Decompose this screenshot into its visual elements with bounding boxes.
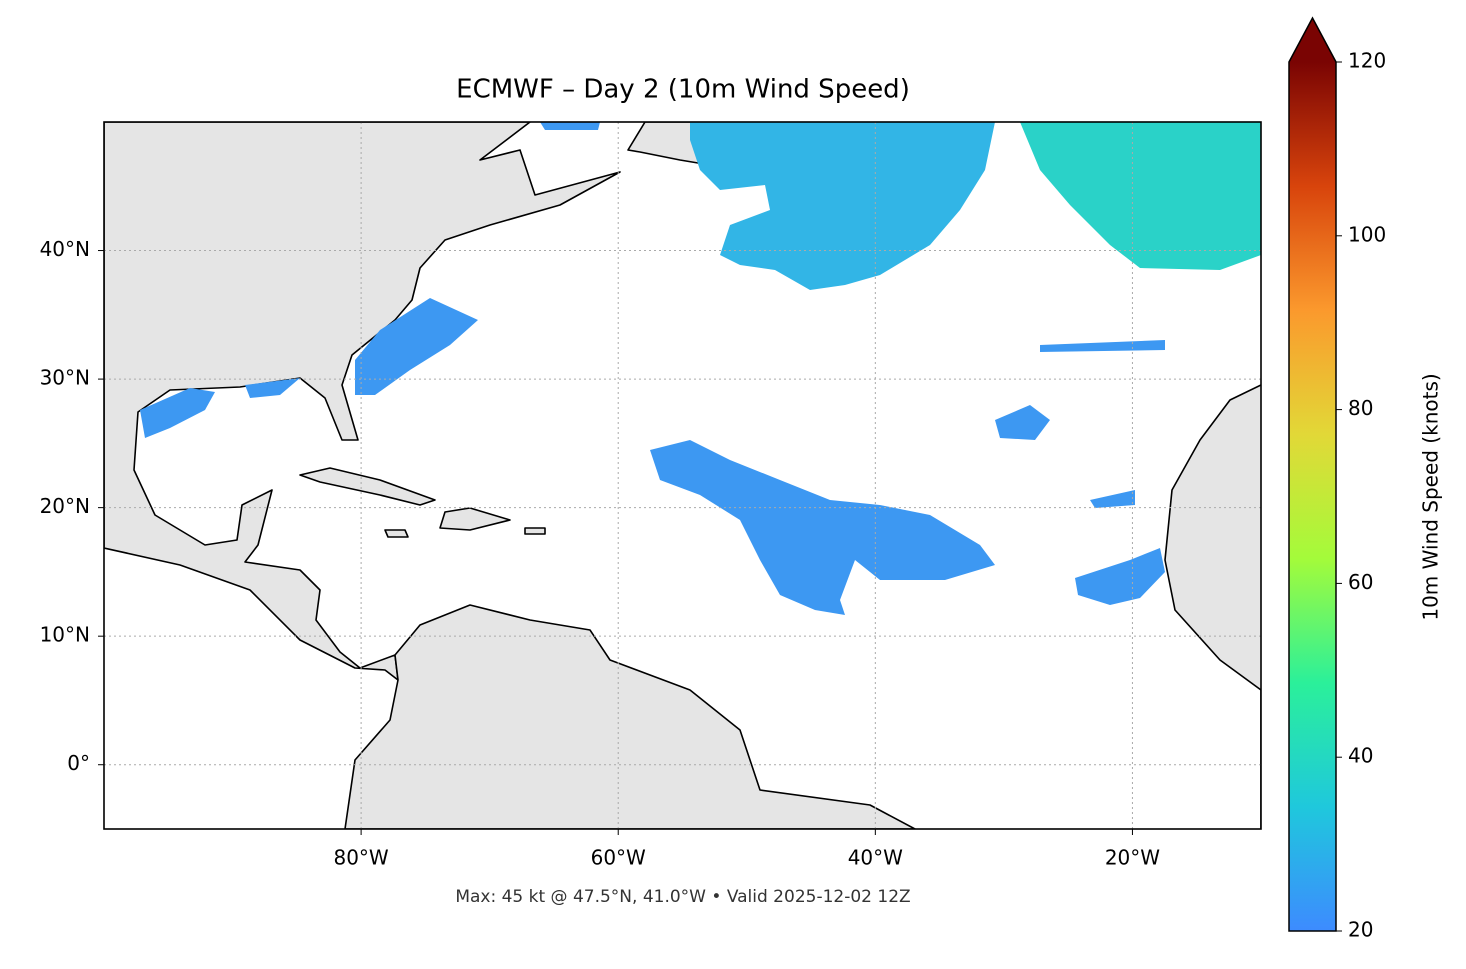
caption: Max: 45 kt @ 47.5°N, 41.0°W • Valid 2025… xyxy=(455,887,910,907)
wind-area xyxy=(1090,490,1135,508)
wind-areas xyxy=(140,122,1261,615)
cuba xyxy=(299,467,436,506)
colorbar-extend xyxy=(1289,18,1336,62)
x-tick-label: 60°W xyxy=(591,846,646,870)
wind-area xyxy=(1040,340,1165,352)
colorbar-tick-label: 120 xyxy=(1348,49,1386,73)
wind-area xyxy=(1075,548,1165,605)
x-tick-label: 20°W xyxy=(1105,846,1160,870)
colorbar-tick-label: 60 xyxy=(1348,570,1373,594)
jamaica xyxy=(384,529,409,538)
hispaniola xyxy=(439,507,511,531)
wind-area xyxy=(355,298,478,395)
colorbar xyxy=(1289,62,1336,931)
south-america xyxy=(344,604,916,829)
x-tick-label: 80°W xyxy=(333,846,388,870)
x-tick-label: 40°W xyxy=(848,846,903,870)
colorbar-label: 10m Wind Speed (knots) xyxy=(1419,373,1443,620)
wind-area xyxy=(650,440,995,615)
y-tick-label: 30°N xyxy=(40,366,90,390)
map-area xyxy=(104,122,1261,829)
wind-area xyxy=(995,405,1050,440)
wind-area xyxy=(690,122,995,290)
wind-area xyxy=(1020,122,1261,270)
y-tick-label: 40°N xyxy=(40,237,90,261)
y-tick-label: 0° xyxy=(67,751,90,775)
colorbar-tick-label: 100 xyxy=(1348,222,1386,246)
wind-area xyxy=(540,122,600,130)
map-frame xyxy=(103,121,1262,830)
wind-area xyxy=(245,378,300,398)
wind-area xyxy=(140,388,215,438)
puerto-rico xyxy=(524,527,546,535)
y-tick-label: 20°N xyxy=(40,494,90,518)
colorbar-outline xyxy=(1288,16,1337,932)
chart-title: ECMWF – Day 2 (10m Wind Speed) xyxy=(456,75,910,105)
colorbar-tick-label: 20 xyxy=(1348,918,1373,942)
africa xyxy=(1164,384,1261,829)
colorbar-tick-label: 40 xyxy=(1348,744,1373,768)
colorbar-tick-label: 80 xyxy=(1348,396,1373,420)
y-tick-label: 10°N xyxy=(40,623,90,647)
